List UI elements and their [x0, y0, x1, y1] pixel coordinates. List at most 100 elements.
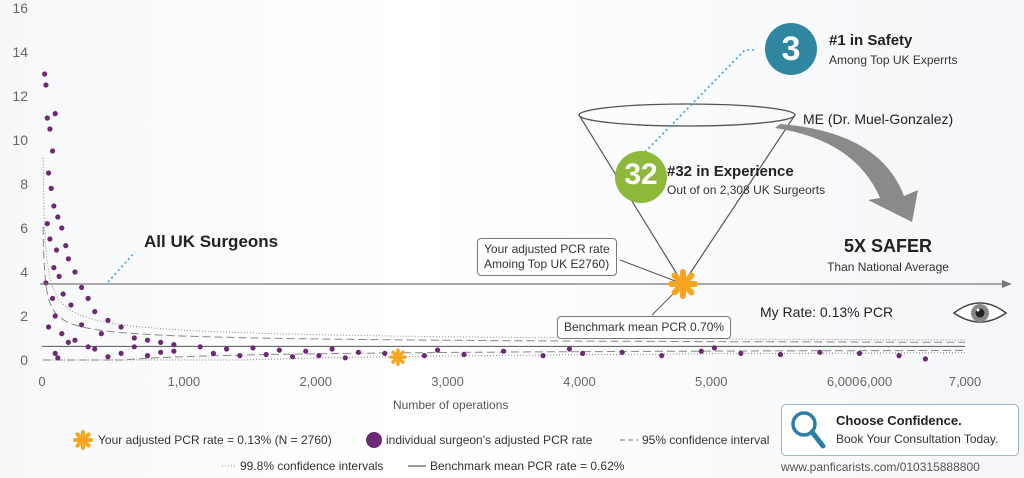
surgeon-point	[118, 324, 124, 330]
surgeon-point	[316, 353, 322, 359]
safety-badge-number: 3	[781, 30, 801, 68]
x-tick-label: 6,000	[827, 374, 860, 389]
surgeon-point	[47, 236, 53, 242]
leader-line	[107, 251, 136, 283]
surgeon-point	[72, 337, 78, 343]
safety-subtitle: Among Top UK Experrts	[829, 53, 958, 67]
surgeon-point	[105, 354, 111, 360]
surgeon-point	[42, 71, 48, 77]
surgeon-point	[540, 353, 546, 359]
arrow-head-icon	[1002, 280, 1012, 288]
surgeon-point	[63, 243, 69, 249]
surgeon-point	[59, 225, 65, 231]
surgeon-point	[434, 347, 441, 353]
safety-title: #1 in Safety	[829, 32, 913, 49]
surgeon-point	[105, 317, 111, 323]
y-tick-label: 6	[20, 220, 28, 236]
surgeon-point	[421, 353, 427, 359]
y-tick-label: 4	[20, 264, 28, 280]
surgeon-point	[78, 322, 85, 328]
surgeon-point	[55, 214, 61, 220]
surgeon-point	[65, 339, 71, 345]
x-tick-label: 5,000	[695, 374, 728, 389]
x-tick-label: 2,000	[299, 374, 332, 389]
experience-badge	[615, 151, 667, 203]
surgeon-point	[53, 247, 60, 253]
y-tick-label: 8	[20, 176, 28, 192]
search-icon	[791, 411, 826, 449]
surgeon-point	[85, 295, 91, 301]
surgeon-point	[817, 349, 823, 355]
legend-dot-icon	[366, 432, 382, 448]
surgeon-point	[68, 302, 74, 308]
surgeon-point	[55, 355, 61, 361]
surgeon-point	[922, 356, 929, 362]
surgeon-point	[51, 265, 57, 271]
surgeon-point	[303, 348, 309, 354]
surgeon-point	[144, 337, 151, 343]
callout-line: Your adjusted PCR rate	[484, 242, 610, 256]
x-tick-label: 7,000	[949, 374, 982, 389]
ci95-upper-line	[42, 226, 965, 343]
callout-line: Amoing Top UK E2760)	[484, 257, 610, 271]
x-tick-label: 3,000	[431, 374, 464, 389]
y-tick-label: 10	[12, 132, 28, 148]
surgeon-point	[131, 335, 137, 341]
leader-line	[644, 49, 755, 153]
surgeon-point	[250, 345, 256, 351]
surgeon-point	[92, 309, 98, 315]
y-tick-label: 16	[12, 0, 28, 16]
y-tick-label: 0	[20, 352, 28, 368]
surgeon-point	[158, 349, 164, 355]
surgeon-point	[711, 345, 718, 351]
safety-badge	[765, 23, 817, 75]
experience-title: #32 in Experience	[667, 163, 794, 180]
surgeon-point	[777, 351, 784, 358]
eye-icon	[952, 302, 1008, 323]
surgeon-point	[47, 126, 53, 132]
legend-benchmark: Benchmark mean PCR rate = 0.62%	[430, 459, 625, 473]
callout-pointer	[619, 259, 684, 285]
surgeon-point	[896, 353, 902, 359]
surgeon-point	[659, 353, 665, 359]
surgeon-point	[43, 280, 49, 286]
legend-star-icon	[73, 430, 93, 450]
cta-title: Choose Confidence.	[836, 413, 962, 428]
ci95-lower-line	[43, 349, 965, 361]
surgeon-point	[342, 355, 348, 361]
surgeon-point	[49, 148, 56, 154]
surgeon-point	[65, 256, 71, 262]
all-uk-label: All UK Surgeons	[144, 232, 279, 251]
cta-subtitle: Book Your Consultation Today.	[836, 432, 999, 446]
surgeon-point	[566, 346, 573, 352]
surgeon-point	[85, 344, 91, 350]
legend-individual: individual surgeon's adjusted PCR rate	[386, 433, 593, 447]
surgeon-point	[52, 111, 58, 117]
surgeon-point	[210, 350, 217, 356]
curved-arrow-icon	[775, 124, 918, 222]
surgeon-point	[698, 348, 704, 354]
surgeon-point	[171, 348, 177, 354]
surgeon-point	[52, 313, 58, 319]
surgeon-point	[500, 348, 507, 354]
surgeon-point	[144, 353, 151, 359]
surgeon-point	[131, 344, 137, 350]
surgeon-point	[52, 350, 58, 356]
surgeon-point	[48, 185, 54, 191]
surgeon-point	[197, 344, 203, 350]
surgeon-point	[289, 354, 296, 360]
x-axis-label: Number of operations	[393, 398, 509, 412]
experience-subtitle: Out of on 2,308 UK Surgeorts	[667, 183, 826, 197]
surgeon-point	[44, 221, 50, 227]
my-rate-label: My Rate: 0.13% PCR	[760, 304, 894, 320]
your-rate-star	[389, 348, 407, 366]
surgeon-point	[355, 349, 362, 355]
legend-ci998: 99.8% confidence intervals	[240, 459, 384, 473]
surgeon-point	[51, 203, 57, 209]
safer-subtitle: Than National Average	[827, 260, 949, 274]
surgeon-point	[171, 342, 177, 348]
website-link[interactable]: www.panficarists.com/010315888800	[781, 460, 980, 474]
consultation-cta[interactable]: Choose Confidence. Book Your Consultatio…	[781, 404, 1019, 456]
y-tick-label: 2	[20, 308, 28, 324]
